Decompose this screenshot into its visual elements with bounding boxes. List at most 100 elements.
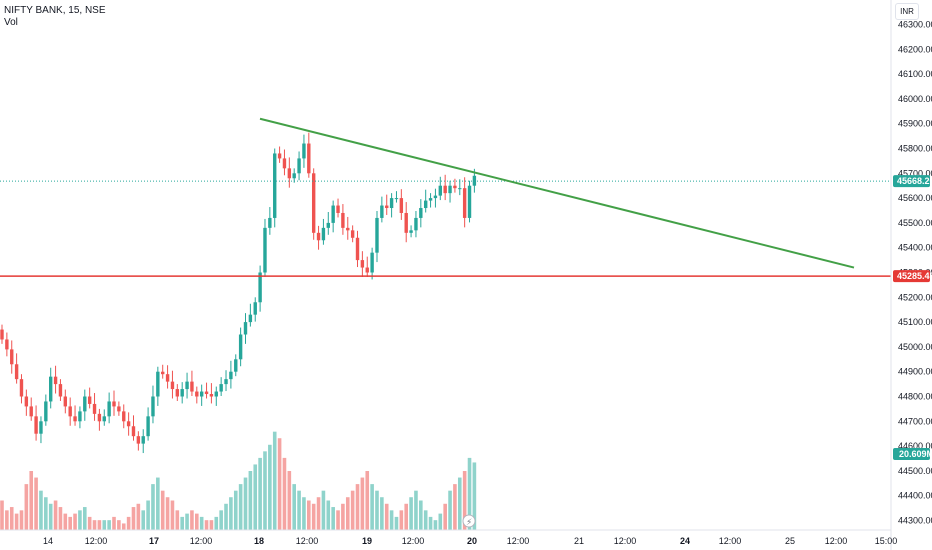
- volume-bar: [302, 497, 306, 530]
- volume-bar: [0, 500, 4, 530]
- candle-body: [302, 143, 306, 159]
- volume-bar: [53, 500, 58, 530]
- candle-body: [341, 212, 345, 228]
- candle-body: [224, 379, 228, 385]
- price-tick-label: 45700.00: [898, 168, 932, 178]
- volume-tag: 20.609M: [893, 448, 932, 460]
- time-tick-label: 14: [43, 536, 53, 546]
- candle-body: [34, 416, 38, 434]
- volume-bar: [350, 490, 355, 530]
- time-tick-label: 12:00: [85, 536, 108, 546]
- volume-bar: [170, 500, 175, 530]
- time-tick-label: 12:00: [296, 536, 319, 546]
- volume-bar: [14, 513, 19, 530]
- volume-bar: [34, 477, 38, 530]
- candle-body: [467, 185, 472, 218]
- candle-body: [92, 403, 97, 414]
- volume-bar: [48, 503, 53, 530]
- time-tick-label: 21: [574, 536, 584, 546]
- volume-bar: [307, 500, 311, 530]
- volume-bar: [160, 490, 165, 530]
- time-tick-label: 12:00: [507, 536, 530, 546]
- candle-body: [385, 205, 389, 209]
- candle-body: [190, 381, 194, 392]
- candle-body: [175, 389, 180, 397]
- candle-body: [107, 401, 111, 417]
- candle-body: [370, 252, 374, 273]
- volume-bar: [316, 497, 321, 530]
- volume-bar: [360, 477, 365, 530]
- candle-body: [394, 198, 399, 200]
- time-tick-label: 12:00: [402, 536, 425, 546]
- time-axis: 14 12:00 17 12:00 18 12:00 19 12:00 20 12:00 21 12:…: [43, 536, 897, 546]
- volume-bar: [292, 484, 296, 530]
- volume-bar: [156, 477, 160, 530]
- volume-bar: [112, 516, 116, 530]
- volume-bar: [341, 503, 345, 530]
- volume-bar: [44, 497, 48, 530]
- candle-body: [185, 381, 189, 390]
- candle-body: [258, 272, 262, 303]
- candle-body: [165, 374, 170, 382]
- candle-body: [141, 436, 145, 444]
- candle-body: [10, 349, 14, 365]
- last-price-tag: 45668.20: [893, 175, 932, 188]
- candle-body: [433, 195, 438, 199]
- volume-bar: [73, 513, 77, 530]
- time-tick-label: 15:00: [875, 536, 898, 546]
- candle-body: [292, 173, 296, 179]
- candle-body: [355, 237, 360, 261]
- price-tick-label: 46000.00: [898, 94, 932, 104]
- candle-body: [195, 391, 199, 397]
- volume-bar: [394, 516, 399, 530]
- currency-button[interactable]: INR: [895, 3, 919, 20]
- candle-body: [287, 168, 292, 179]
- candle-body: [365, 267, 369, 273]
- volume-bar: [384, 503, 389, 530]
- candle-body: [78, 411, 82, 422]
- volume-bar: [263, 451, 267, 530]
- trendline: [259, 117, 855, 269]
- candle-body: [131, 426, 136, 437]
- volume-bar: [311, 503, 316, 530]
- candle-body: [375, 217, 379, 253]
- volume-bar: [151, 484, 155, 530]
- candle-body: [24, 396, 29, 407]
- candle-body: [414, 217, 418, 231]
- candle-body: [170, 381, 175, 390]
- candle-body: [219, 384, 223, 392]
- candle-body: [146, 416, 150, 437]
- volume-bar: [331, 507, 335, 530]
- time-tick-label: 20: [467, 536, 477, 546]
- candle-body: [204, 391, 209, 395]
- candle-body: [126, 421, 131, 427]
- volume-label: Vol: [4, 17, 18, 28]
- price-tick-label: 45800.00: [898, 144, 932, 154]
- price-tick-label: 44800.00: [898, 392, 932, 402]
- volume-bar: [277, 438, 282, 530]
- candle-body: [282, 158, 287, 169]
- volume-bar: [238, 484, 243, 530]
- volume-bar: [9, 507, 14, 530]
- volume-bar: [438, 513, 443, 530]
- volume-bar: [39, 490, 43, 530]
- volume-bar: [136, 503, 141, 530]
- volume-bar: [428, 516, 433, 530]
- candle-body: [29, 406, 33, 417]
- candle-body: [273, 153, 277, 218]
- volume-bar: [419, 500, 423, 530]
- lightning-icon[interactable]: ⚡: [462, 514, 476, 528]
- volume-bar: [370, 484, 374, 530]
- price-tick-label: 46200.00: [898, 44, 932, 54]
- volume-bar: [443, 503, 447, 530]
- volume-bar: [453, 484, 457, 530]
- volume-bar: [423, 510, 428, 530]
- candle-body: [53, 376, 58, 385]
- candle-body: [68, 406, 72, 417]
- price-tick-label: 45900.00: [898, 119, 932, 129]
- volume-bar: [190, 510, 194, 530]
- price-tick-label: 44700.00: [898, 416, 932, 426]
- candle-body: [44, 401, 48, 422]
- volume-bar: [92, 520, 97, 530]
